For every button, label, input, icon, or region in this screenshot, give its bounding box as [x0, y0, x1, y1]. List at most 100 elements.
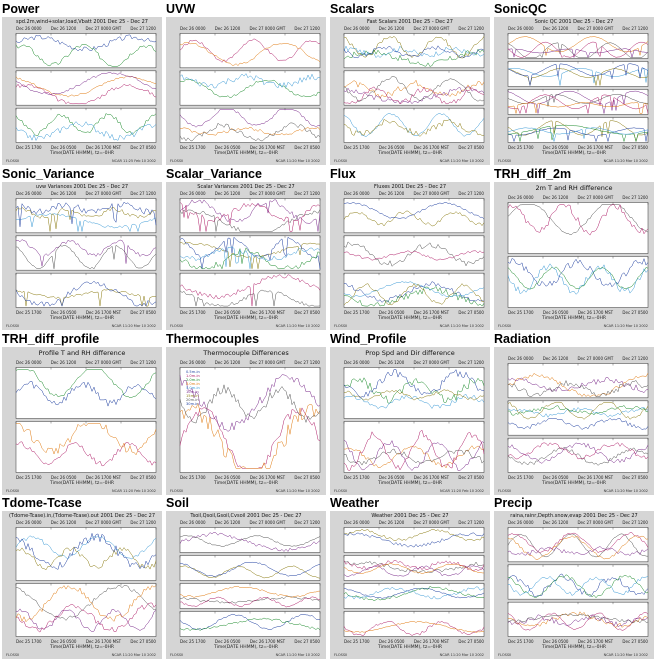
thumbnail-title[interactable]: Power: [2, 2, 40, 16]
data-series-line: [507, 41, 649, 58]
legend-entry: 1.0m-in: [186, 374, 200, 378]
data-series-line: [179, 199, 321, 232]
footer-project: FLOSSII: [170, 159, 184, 163]
plot-canvas: [15, 33, 157, 143]
thumbnail-title[interactable]: TRH_diff_2m: [494, 167, 572, 181]
date-tick-label: Dec 27 1200: [130, 520, 156, 525]
thumbnail-soil[interactable]: Soil Tsoil,Qsoil,Gsoil,Cvsoil 2001 Dec 25…: [166, 496, 326, 660]
date-tick-label: Dec 26 1700 MST: [577, 639, 614, 644]
thumbnail-tdome-tcase[interactable]: Tdome-Tcase (Tdome-Tcase).in,(Tdome-Tcase…: [2, 496, 162, 660]
thumbnail-plot-icon[interactable]: Thermocouple Differences Dec 26 0000 Dec 2…: [166, 347, 326, 495]
thumbnail-title[interactable]: UVW: [166, 2, 196, 16]
thumbnail-title[interactable]: Sonic_Variance: [2, 167, 95, 181]
thumbnail-title[interactable]: Tdome-Tcase: [2, 496, 82, 510]
thumbnail-title[interactable]: Thermocouples: [166, 332, 260, 346]
data-series-line: [343, 445, 485, 469]
plot-panel: [15, 421, 157, 473]
date-tick-label: Dec 26 0500: [50, 639, 77, 644]
thumbnail-plot-icon[interactable]: Fluxes 2001 Dec 25 - Dec 27 Dec 26 0000 De…: [330, 182, 490, 330]
thumbnail-plot-icon[interactable]: Profile T and RH difference Dec 26 0000 De…: [2, 347, 162, 495]
thumbnail-trh-diff-2m[interactable]: TRH_diff_2m 2m T and RH difference Dec 26 …: [494, 167, 654, 331]
thumbnail-plot-icon[interactable]: Dec 26 0000 Dec 26 1200 Dec 27 0000 GMT Dec…: [494, 347, 654, 495]
data-series-line: [179, 274, 321, 307]
data-series-line: [507, 266, 649, 290]
thumbnail-title[interactable]: Scalars: [330, 2, 375, 16]
data-series-line: [179, 531, 321, 552]
thumbnail-wind-profile[interactable]: Wind_Profile Prop Spd and Dir difference D…: [330, 332, 490, 496]
thumbnail-plot-icon[interactable]: (Tdome-Tcase).in,(Tdome-Tcase).out 2001 …: [2, 511, 162, 659]
thumbnail-title[interactable]: Flux: [330, 167, 356, 181]
date-tick-label: Dec 26 0500: [214, 310, 241, 315]
thumbnail-title[interactable]: Scalar_Variance: [166, 167, 262, 181]
thumbnail-plot-icon[interactable]: Dec 26 0000 Dec 26 1200 Dec 27 0000 GMT Dec…: [166, 17, 326, 165]
thumbnail-precip[interactable]: Precip raina,rainr,Depth.snow,evap 2001 D…: [494, 496, 654, 660]
data-series-line: [15, 34, 157, 52]
date-tick-label: Dec 26 1200: [378, 520, 405, 525]
thumbnail-title[interactable]: TRH_diff_profile: [2, 332, 100, 346]
plot-panel: [15, 367, 157, 419]
top-date-axis: Dec 26 0000 Dec 26 1200 Dec 27 0000 GMT Dec…: [344, 520, 484, 525]
data-series-line: [179, 535, 321, 547]
thumbnail-title[interactable]: Soil: [166, 496, 189, 510]
thumbnail-weather[interactable]: Weather Weather 2001 Dec 25 - Dec 27 Dec 2…: [330, 496, 490, 660]
thumbnail-title[interactable]: Precip: [494, 496, 533, 510]
thumbnail-plot-icon[interactable]: Weather 2001 Dec 25 - Dec 27 Dec 26 0000 D…: [330, 511, 490, 659]
thumbnail-title[interactable]: Wind_Profile: [330, 332, 407, 346]
date-tick-label: Dec 26 0000: [344, 26, 370, 31]
thumbnail-plot-icon[interactable]: Fast Scalars 2001 Dec 25 - Dec 27 Dec 26 …: [330, 17, 490, 165]
data-series-line: [15, 206, 157, 232]
thumbnail-trh-diff-profile[interactable]: TRH_diff_profile Profile T and RH differe…: [2, 332, 162, 496]
bottom-date-axis: Dec 25 1700 Dec 26 0500 Dec 26 1700 MST Dec…: [508, 475, 648, 480]
thumbnail-uvw[interactable]: UVW Dec 26 0000 Dec 26 1200 Dec 27 0000 GMT…: [166, 2, 326, 166]
date-tick-label: Dec 27 1200: [294, 191, 320, 196]
thumbnail-plot-icon[interactable]: spd.2m,wind+solar,load,Vbatt 2001 Dec 25…: [2, 17, 162, 165]
data-series-line: [507, 546, 649, 557]
thumbnail-title[interactable]: Weather: [330, 496, 380, 510]
plot-caption: Tsoil,Qsoil,Gsoil,Cvsoil 2001 Dec 25 - D…: [190, 513, 302, 519]
thumbnail-title[interactable]: SonicQC: [494, 2, 547, 16]
data-series-line: [344, 448, 485, 466]
x-axis-label: Time(DATE HHMM), tz=-0HR: [50, 151, 114, 156]
date-tick-label: Dec 26 0500: [542, 639, 569, 644]
data-series-line: [179, 246, 321, 269]
data-series-line: [343, 118, 484, 137]
data-series-line: [15, 280, 157, 307]
date-tick-label: Dec 25 1700: [16, 475, 42, 480]
thumbnail-plot-icon[interactable]: Scalar Variances 2001 Dec 25 - Dec 27 Dec…: [166, 182, 326, 330]
plot-panel: [343, 583, 485, 609]
thumbnail-sonicqc[interactable]: SonicQC Sonic QC 2001 Dec 25 - Dec 27 Dec …: [494, 2, 654, 166]
thumbnail-radiation[interactable]: Radiation Dec 26 0000 Dec 26 1200 Dec 27 00…: [494, 332, 654, 496]
thumbnail-sonic-variance[interactable]: Sonic_Variance uvw Variances 2001 Dec 25 …: [2, 167, 162, 331]
data-series-line: [343, 389, 485, 401]
date-tick-label: Dec 27 1200: [130, 26, 156, 31]
thumbnail-title[interactable]: Radiation: [494, 332, 551, 346]
thumbnail-plot-icon[interactable]: raina,rainr,Depth.snow,evap 2001 Dec 25 …: [494, 511, 654, 659]
thumbnail-scalars[interactable]: Scalars Fast Scalars 2001 Dec 25 - Dec 27…: [330, 2, 490, 166]
thumbnail-plot-icon[interactable]: Sonic QC 2001 Dec 25 - Dec 27 Dec 26 0000…: [494, 17, 654, 165]
thumbnail-thermocouples[interactable]: Thermocouples Thermocouple Differences Dec…: [166, 332, 326, 496]
date-tick-label: Dec 26 1200: [50, 520, 77, 525]
thumbnail-flux[interactable]: Flux Fluxes 2001 Dec 25 - Dec 27 Dec 26 00…: [330, 167, 490, 331]
plot-panel: [179, 611, 321, 637]
data-series-line: [343, 565, 485, 578]
date-tick-label: Dec 27 1200: [622, 195, 648, 200]
date-tick-label: Dec 27 0000 GMT: [413, 191, 450, 196]
x-axis-label: Time(DATE HHMM), tz=-0HR: [50, 645, 114, 650]
date-tick-label: Dec 26 0500: [378, 475, 405, 480]
bottom-date-axis: Dec 25 1700 Dec 26 0500 Dec 26 1700 MST Dec…: [180, 475, 320, 480]
thumbnail-plot-icon[interactable]: uvw Variances 2001 Dec 25 - Dec 27 Dec 26…: [2, 182, 162, 330]
thumbnail-power[interactable]: Power spd.2m,wind+solar,load,Vbatt 2001 D…: [2, 2, 162, 166]
date-tick-label: Dec 26 0500: [542, 310, 569, 315]
data-series-line: [179, 247, 321, 270]
data-series-line: [343, 45, 485, 59]
plot-panel: [343, 70, 485, 106]
date-tick-label: Dec 26 1200: [214, 520, 241, 525]
thumbnail-plot-icon[interactable]: Tsoil,Qsoil,Gsoil,Cvsoil 2001 Dec 25 - D…: [166, 511, 326, 659]
date-tick-label: Dec 26 0000: [16, 191, 42, 196]
thumbnail-scalar-variance[interactable]: Scalar_Variance Scalar Variances 2001 Dec…: [166, 167, 326, 331]
thumbnail-plot-icon[interactable]: Prop Spd and Dir difference Dec 26 0000 De…: [330, 347, 490, 495]
footer-timestamp: NCAR 11:20 Mar 10 2002: [603, 324, 648, 328]
date-tick-label: Dec 26 1200: [542, 356, 569, 361]
thumbnail-plot-icon[interactable]: 2m T and RH difference Dec 26 0000 Dec 26 …: [494, 182, 654, 330]
date-tick-label: Dec 27 1200: [294, 26, 320, 31]
